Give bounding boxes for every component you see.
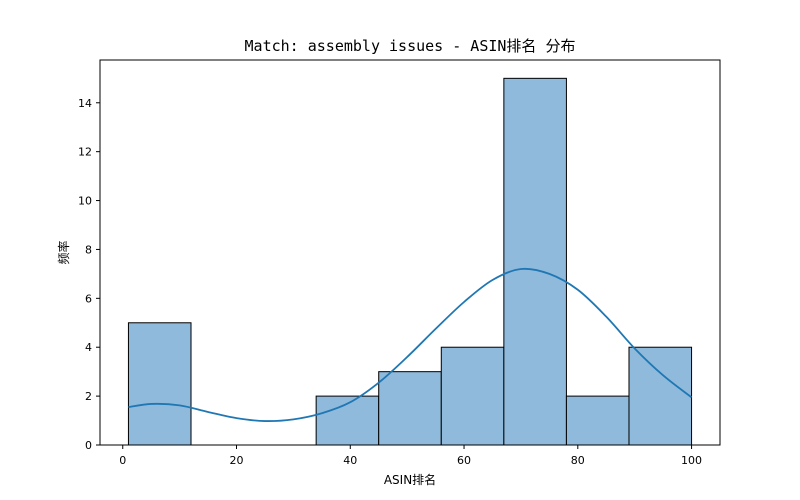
x-tick-label: 20: [230, 454, 244, 467]
x-tick-label: 60: [457, 454, 471, 467]
y-tick-label: 12: [78, 146, 92, 159]
x-tick-label: 0: [119, 454, 126, 467]
plot-frame: [99, 59, 721, 446]
y-axis-label: 频率: [56, 240, 71, 264]
histogram-bar: [440, 346, 505, 446]
y-tick-label: 4: [85, 341, 92, 354]
x-tick-label: 100: [681, 454, 702, 467]
histogram-bar: [127, 322, 192, 446]
kde-curve-group: [128, 267, 693, 422]
x-tick-label: 80: [571, 454, 585, 467]
histogram-bar: [503, 77, 567, 446]
y-tick-label: 0: [85, 439, 92, 452]
histogram-bar: [565, 395, 630, 446]
x-axis-label: ASIN排名: [384, 472, 436, 487]
histogram-bar: [628, 346, 693, 446]
chart-title: Match: assembly issues - ASIN排名 分布: [245, 37, 576, 55]
histogram-bar: [378, 371, 442, 446]
y-tick-label: 14: [78, 97, 92, 110]
y-tick-label: 8: [85, 243, 92, 256]
kde-line: [128, 267, 693, 422]
y-axis-ticks: 0 2 4 6 8 10 12 14: [78, 97, 100, 452]
y-tick-label: 2: [85, 390, 92, 403]
y-tick-label: 6: [85, 292, 92, 305]
x-axis-ticks: 0 20 40 60 80 100: [119, 445, 702, 467]
x-tick-label: 40: [343, 454, 357, 467]
y-tick-label: 10: [78, 195, 92, 208]
histogram-bars: [127, 77, 693, 446]
